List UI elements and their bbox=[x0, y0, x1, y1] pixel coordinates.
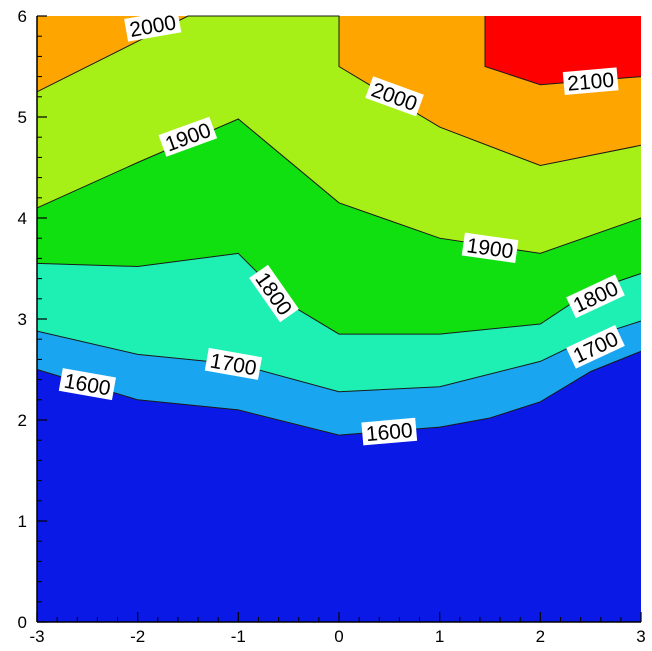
contour-label-box bbox=[365, 76, 424, 117]
region-level-1600 bbox=[37, 351, 641, 622]
contour-line-1600 bbox=[36, 350, 642, 436]
contour-label-1900: 1900 bbox=[461, 232, 519, 263]
contour-label-2100: 2100 bbox=[562, 67, 619, 96]
contour-label-text: 2100 bbox=[566, 69, 615, 96]
y-tick-label: 1 bbox=[18, 512, 27, 531]
contour-label-box bbox=[249, 264, 299, 323]
contour-label-box bbox=[562, 67, 619, 96]
contour-label-box bbox=[158, 116, 218, 157]
x-tick-label: 2 bbox=[536, 627, 545, 646]
x-tick-label: -2 bbox=[130, 627, 145, 646]
contour-label-box bbox=[204, 347, 262, 380]
x-tick-label: -1 bbox=[231, 627, 246, 646]
contour-label-1600: 1600 bbox=[361, 417, 418, 446]
contour-label-text: 1600 bbox=[365, 419, 414, 446]
contour-label-box bbox=[124, 9, 182, 42]
contour-fill-regions bbox=[37, 16, 641, 622]
x-tick-label: 0 bbox=[334, 627, 343, 646]
x-tick-label: 1 bbox=[435, 627, 444, 646]
y-tick-label: 3 bbox=[18, 310, 27, 329]
y-tick-label: 6 bbox=[18, 7, 27, 26]
x-tick-label: -3 bbox=[29, 627, 44, 646]
y-tick-label: 2 bbox=[18, 411, 27, 430]
contour-lines bbox=[36, 15, 642, 436]
y-tick-label: 4 bbox=[18, 209, 27, 228]
y-tick-label: 5 bbox=[18, 108, 27, 127]
contour-label-box bbox=[58, 368, 116, 401]
y-tick-label: 0 bbox=[18, 613, 27, 632]
axes: -3 -2 -1 0 1 2 3 0 1 2 3 4 5 6 bbox=[18, 7, 646, 646]
contour-line-1900 bbox=[36, 118, 642, 254]
x-tick-label: 3 bbox=[636, 627, 645, 646]
contour-label-box bbox=[461, 232, 519, 263]
contour-label-box bbox=[566, 274, 625, 319]
contour-label-box bbox=[361, 417, 418, 446]
contour-label-box bbox=[566, 325, 625, 369]
